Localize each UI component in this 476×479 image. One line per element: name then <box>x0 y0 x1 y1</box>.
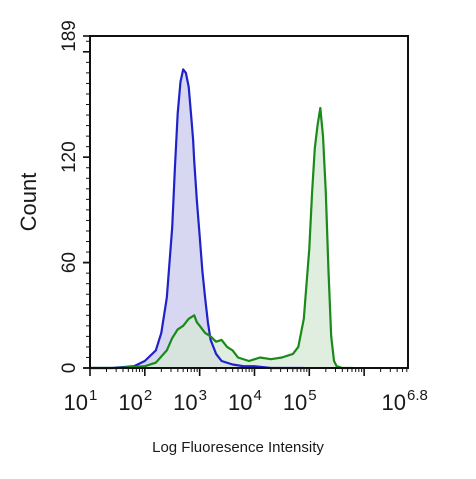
x-axis-label: Log Fluoresence Intensity <box>152 439 324 456</box>
series-2-line <box>90 106 354 370</box>
y-tick-label: 60 <box>59 252 80 273</box>
y-axis-tick-labels: 0 60 120 189 <box>59 20 80 373</box>
x-tick-base: 10 <box>173 390 197 415</box>
x-tick-label: 10 2 <box>118 387 152 415</box>
x-tick-label: 10 4 <box>228 387 262 415</box>
series-2-fill <box>90 108 354 368</box>
x-tick-base: 10 <box>118 390 142 415</box>
x-tick-exponent: 2 <box>144 387 152 404</box>
x-tick-label: 10 6.8 <box>382 387 428 415</box>
x-tick-exponent: 5 <box>308 387 316 404</box>
x-axis-tick-labels: 10 1 10 2 10 3 10 4 10 5 10 6.8 <box>64 387 428 415</box>
y-axis-ticks <box>83 35 90 369</box>
x-tick-base: 10 <box>228 390 252 415</box>
x-tick-base: 10 <box>64 390 88 415</box>
series-1-line <box>90 68 304 370</box>
x-tick-exponent: 4 <box>253 387 261 404</box>
x-tick-label: 10 5 <box>283 387 317 415</box>
x-tick-base: 10 <box>283 390 307 415</box>
y-tick-label: 120 <box>59 141 80 173</box>
x-tick-base: 10 <box>382 390 406 415</box>
y-tick-label: 189 <box>59 20 80 52</box>
x-tick-label: 10 1 <box>64 387 98 415</box>
x-tick-exponent: 6.8 <box>407 387 428 404</box>
series-lines <box>90 68 354 370</box>
y-axis-label: Count <box>16 173 41 232</box>
x-tick-exponent: 3 <box>199 387 207 404</box>
plot-frame <box>89 35 409 369</box>
x-axis-ticks <box>89 368 408 376</box>
x-tick-exponent: 1 <box>89 387 97 404</box>
x-tick-label: 10 3 <box>173 387 207 415</box>
y-tick-label: 0 <box>59 363 80 374</box>
series-fills <box>90 69 354 369</box>
series-1-fill <box>90 69 304 369</box>
